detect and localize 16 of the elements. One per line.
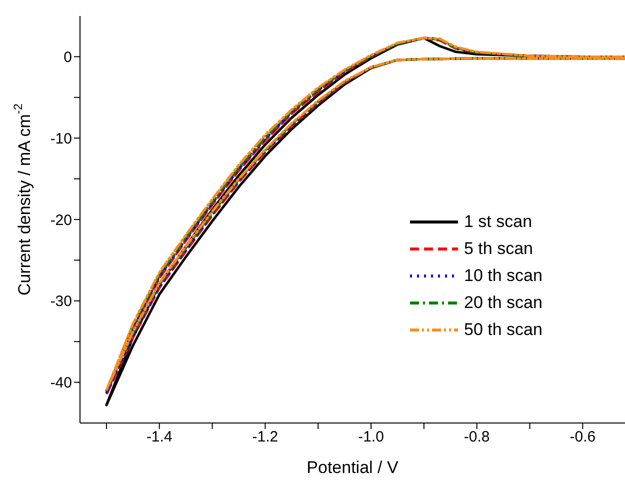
x-tick-label: -1.2 [252,428,278,446]
y-tick-label: 0 [64,49,72,66]
y-tick-label: -40 [50,374,72,392]
legend-label: 10 th scan [464,265,542,287]
legend-label: 50 th scan [464,319,542,341]
x-tick-label: -1.0 [358,428,384,446]
legend-label: 1 st scan [464,211,532,233]
x-tick-label: -0.8 [464,428,490,446]
legend-label: 5 th scan [464,238,533,260]
x-tick-label: -0.6 [570,428,596,446]
y-tick-label: -20 [50,212,72,229]
x-axis-title: Potential / V [306,458,399,477]
x-tick-label: -1.4 [146,428,172,446]
y-tick-label: -30 [50,293,72,310]
y-tick-label: -10 [50,130,72,148]
legend-label: 20 th scan [464,292,542,314]
